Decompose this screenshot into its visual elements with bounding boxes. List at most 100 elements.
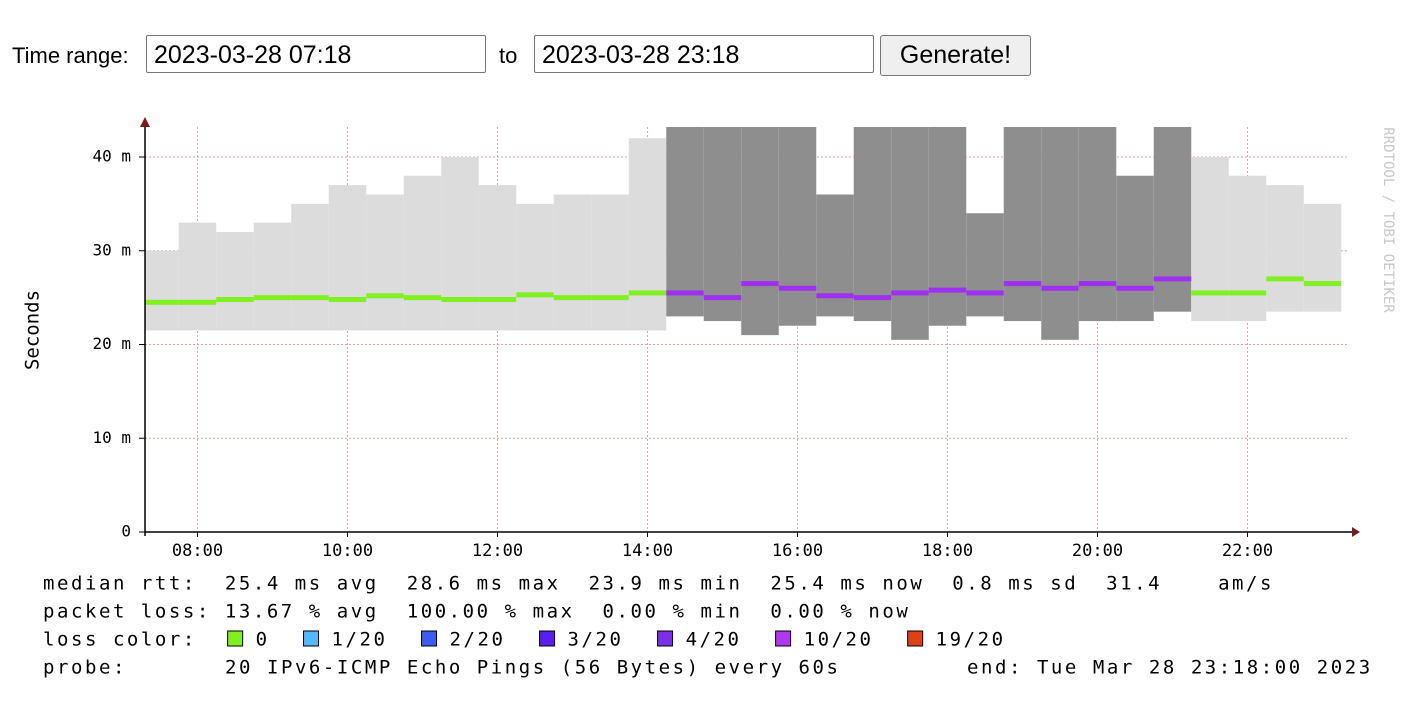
smoke [553,194,592,331]
x-axis-arrow [1352,527,1360,537]
smoke [178,222,217,331]
median-mark [1303,281,1342,287]
smoke [145,250,179,331]
stats-line: median rtt: 25.4 ms avg 28.6 ms max 23.9… [43,573,1274,595]
median-mark [1041,285,1079,291]
x-tick-label: 18:00 [922,541,973,561]
to-label: to [499,43,518,68]
legend-label: 3/20 [568,629,624,651]
y-tick-label: 20 m [92,334,131,353]
legend-swatch [227,630,244,647]
smoke [853,127,892,322]
median-mark [1003,281,1042,287]
loss-label: loss color: [43,629,197,651]
smoke [403,175,442,331]
legend-swatch [303,630,320,647]
y-tick-label: 0 [121,522,131,541]
probe-text: 20 IPv6-ICMP Echo Pings (56 Bytes) every… [225,657,841,679]
smoke [778,127,817,326]
legend-swatch [657,630,674,647]
median-mark [366,293,404,299]
smoke [366,194,404,331]
legend-swatch [421,630,438,647]
median-mark [1266,276,1304,282]
smoke [1191,157,1229,322]
median-mark [891,290,929,296]
smoke [216,232,254,331]
smoke [291,203,329,331]
median-mark [816,293,854,299]
smoke [1003,127,1042,322]
median-mark [703,295,742,301]
median-mark [666,290,704,296]
smoke [1266,185,1304,312]
median-mark [928,287,967,293]
legend-label: 1/20 [332,629,388,651]
median-mark [478,297,517,302]
stats-line: packet loss: 13.67 % avg 100.00 % max 0.… [43,601,910,623]
legend-label: 0 [256,629,270,651]
x-tick-label: 22:00 [1222,541,1273,561]
median-mark [328,297,367,302]
time-range-label: Time range: [12,43,129,68]
smoke [891,127,929,340]
y-axis-title: Seconds [22,290,44,370]
legend-label: 4/20 [686,629,742,651]
median-mark [441,297,479,302]
watermark: RRDTOOL / TOBI OETIKER [1380,127,1396,313]
smoke [328,185,367,331]
median-mark [853,295,892,301]
x-tick-label: 20:00 [1072,541,1123,561]
median-mark [216,297,254,302]
median-mark [145,299,179,305]
x-tick-label: 12:00 [472,541,523,561]
median-mark [1078,281,1117,287]
x-tick-label: 10:00 [322,541,373,561]
legend-swatch [775,630,792,647]
smoke [703,127,742,322]
y-tick-label: 40 m [92,147,131,166]
median-mark [966,290,1004,296]
median-mark [741,281,779,287]
smoke [741,127,779,336]
smoke [253,222,292,331]
x-tick-label: 14:00 [622,541,673,561]
median-mark [516,292,554,298]
smoke [1303,203,1342,312]
smoke [666,127,704,317]
y-tick-label: 30 m [92,240,131,259]
median-mark [1228,290,1267,296]
legend-label: 19/20 [936,629,1006,651]
median-mark [1191,290,1229,296]
x-tick-label: 16:00 [772,541,823,561]
legend-swatch [539,630,556,647]
smoke [928,127,967,326]
legend-swatch [907,630,924,647]
smoke [1228,175,1267,322]
start-input[interactable]: 2023-03-28 07:18 [146,35,486,73]
median-mark [553,295,592,301]
smoke [1078,127,1117,322]
median-mark [291,295,329,301]
smoke [478,185,517,331]
median-mark [1153,276,1192,282]
smoke [628,138,667,331]
smoke [1041,127,1079,340]
legend-label: 2/20 [450,629,506,651]
median-mark [591,295,629,301]
y-axis-arrow [140,117,150,127]
legend-label: 10/20 [804,629,874,651]
end-input[interactable]: 2023-03-28 23:18 [534,35,874,73]
smoke [1116,175,1154,322]
probe-label: probe: [43,657,127,679]
median-mark [778,285,817,291]
smoke [1153,127,1192,312]
median-mark [253,295,292,301]
end-time: end: Tue Mar 28 23:18:00 2023 [967,657,1373,679]
y-tick-label: 10 m [92,428,131,447]
median-mark [628,290,667,296]
generate-button[interactable]: Generate! [880,35,1031,76]
smoke [516,203,554,331]
